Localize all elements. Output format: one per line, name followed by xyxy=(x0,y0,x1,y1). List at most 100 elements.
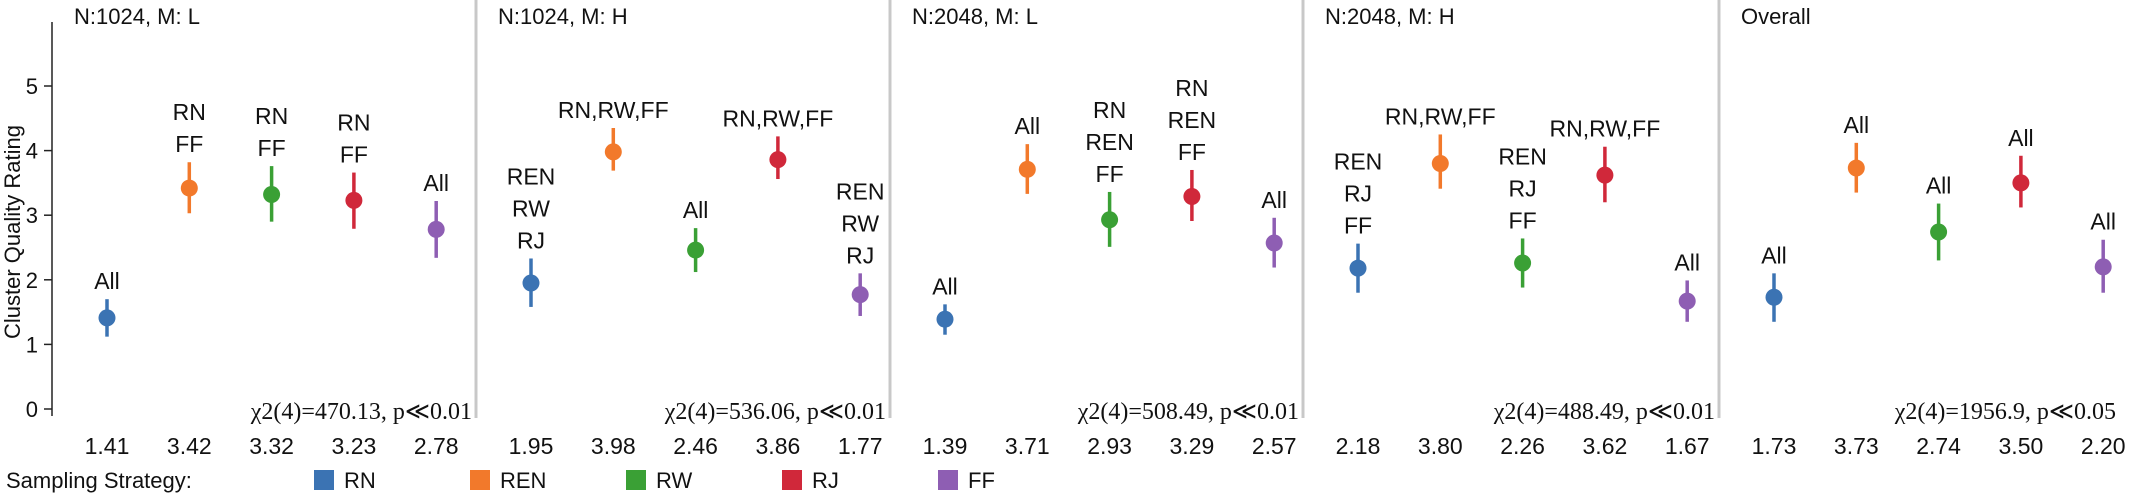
panel: N:1024, M: H χ2(4)=536.06, p≪0.01 REN RW RJ 1… xyxy=(474,0,886,459)
mean-point xyxy=(1765,288,1783,306)
significance-label: REN xyxy=(1334,149,1383,175)
mean-point xyxy=(936,310,954,328)
chi-square-stat: χ2(4)=470.13, p≪0.01 xyxy=(250,399,472,425)
significance-label: All xyxy=(423,170,449,196)
mean-value-label: 3.71 xyxy=(1005,433,1050,459)
panel-title: N:2048, M: H xyxy=(1325,4,1455,29)
mean-point xyxy=(1678,292,1696,310)
significance-label: All xyxy=(1844,112,1870,138)
mean-value-label: 1.39 xyxy=(923,433,968,459)
panel: N:1024, M: L χ2(4)=470.13, p≪0.01 All 1.41 R… xyxy=(74,4,472,459)
significance-label: RN,RW,FF xyxy=(723,105,834,131)
mean-value-label: 1.95 xyxy=(509,433,554,459)
significance-label: FF xyxy=(340,142,368,168)
mean-point xyxy=(180,179,198,197)
significance-label: RN,RW,FF xyxy=(1385,103,1496,129)
y-tick-label: 2 xyxy=(26,268,38,293)
significance-label: FF xyxy=(1096,161,1124,187)
significance-label: RJ xyxy=(1344,181,1372,207)
mean-value-label: 1.73 xyxy=(1752,433,1797,459)
legend-swatch xyxy=(782,470,802,490)
mean-point xyxy=(1431,155,1449,173)
mean-point xyxy=(851,286,869,304)
significance-label: RJ xyxy=(846,242,874,268)
mean-point xyxy=(2012,174,2030,192)
panel-title: Overall xyxy=(1741,4,1811,29)
significance-label: RJ xyxy=(1509,175,1537,201)
mean-value-label: 2.20 xyxy=(2081,433,2126,459)
significance-label: FF xyxy=(175,131,203,157)
y-tick-label: 0 xyxy=(26,397,38,422)
significance-label: All xyxy=(932,273,958,299)
mean-value-label: 3.86 xyxy=(756,433,801,459)
mean-point xyxy=(687,241,705,259)
mean-value-label: 3.98 xyxy=(591,433,636,459)
mean-point xyxy=(263,186,281,204)
mean-point xyxy=(427,220,445,238)
significance-label: All xyxy=(2008,125,2034,151)
mean-point xyxy=(1349,259,1367,277)
significance-label: FF xyxy=(1509,207,1537,233)
significance-label: All xyxy=(1015,113,1041,139)
mean-point xyxy=(345,191,363,209)
significance-label: RJ xyxy=(517,227,545,253)
significance-label: FF xyxy=(1344,213,1372,239)
significance-label: REN xyxy=(836,178,885,204)
significance-label: REN xyxy=(1168,107,1217,133)
legend-label: FF xyxy=(968,468,995,493)
mean-value-label: 2.57 xyxy=(1252,433,1297,459)
y-tick-label: 3 xyxy=(26,203,38,228)
mean-point xyxy=(98,309,116,327)
significance-label: All xyxy=(1674,249,1700,275)
mean-point xyxy=(1265,234,1283,252)
legend-item: FF xyxy=(938,468,995,493)
legend-swatch xyxy=(470,470,490,490)
mean-value-label: 3.23 xyxy=(332,433,377,459)
mean-value-label: 2.46 xyxy=(673,433,718,459)
significance-label: All xyxy=(1926,173,1952,199)
legend-swatch xyxy=(938,470,958,490)
mean-value-label: 1.77 xyxy=(838,433,883,459)
legend-item: RJ xyxy=(782,468,839,493)
mean-point xyxy=(1847,159,1865,177)
mean-value-label: 2.74 xyxy=(1916,433,1961,459)
mean-point xyxy=(1018,160,1036,178)
mean-point xyxy=(1514,254,1532,272)
mean-value-label: 3.73 xyxy=(1834,433,1879,459)
panel: Overall χ2(4)=1956.9, p≪0.05 All 1.73 All 3.7… xyxy=(1717,0,2126,459)
mean-value-label: 2.26 xyxy=(1500,433,1545,459)
significance-label: All xyxy=(1761,242,1787,268)
significance-label: RN,RW,FF xyxy=(558,97,669,123)
y-tick-label: 5 xyxy=(26,74,38,99)
significance-label: RW xyxy=(841,210,879,236)
y-tick-label: 4 xyxy=(26,139,38,164)
mean-point xyxy=(1930,223,1948,241)
mean-point xyxy=(604,143,622,161)
mean-value-label: 3.42 xyxy=(167,433,212,459)
mean-value-label: 1.67 xyxy=(1665,433,1710,459)
significance-label: FF xyxy=(258,135,286,161)
panel-title: N:2048, M: L xyxy=(912,4,1038,29)
legend-item: RN xyxy=(314,468,376,493)
legend-item: REN xyxy=(470,468,546,493)
mean-value-label: 3.32 xyxy=(249,433,294,459)
chart-panels: N:1024, M: L χ2(4)=470.13, p≪0.01 All 1.41 R… xyxy=(74,0,2126,459)
legend-item: RW xyxy=(626,468,692,493)
significance-label: RN xyxy=(337,110,370,136)
mean-value-label: 2.78 xyxy=(414,433,459,459)
legend-label: REN xyxy=(500,468,546,493)
significance-label: All xyxy=(94,268,120,294)
mean-value-label: 1.41 xyxy=(85,433,130,459)
mean-value-label: 2.93 xyxy=(1087,433,1132,459)
legend-label: RW xyxy=(656,468,692,493)
y-axis: 0 1 2 3 4 5 xyxy=(26,22,53,422)
legend-label: RJ xyxy=(812,468,839,493)
y-axis-label: Cluster Quality Rating xyxy=(0,125,25,339)
mean-point xyxy=(522,274,540,292)
significance-label: RN xyxy=(1175,75,1208,101)
legend: Sampling Strategy: RN REN RW RJ FF xyxy=(6,468,995,493)
mean-point xyxy=(1101,211,1119,229)
legend-swatch xyxy=(314,470,334,490)
chi-square-stat: χ2(4)=488.49, p≪0.01 xyxy=(1493,399,1715,425)
